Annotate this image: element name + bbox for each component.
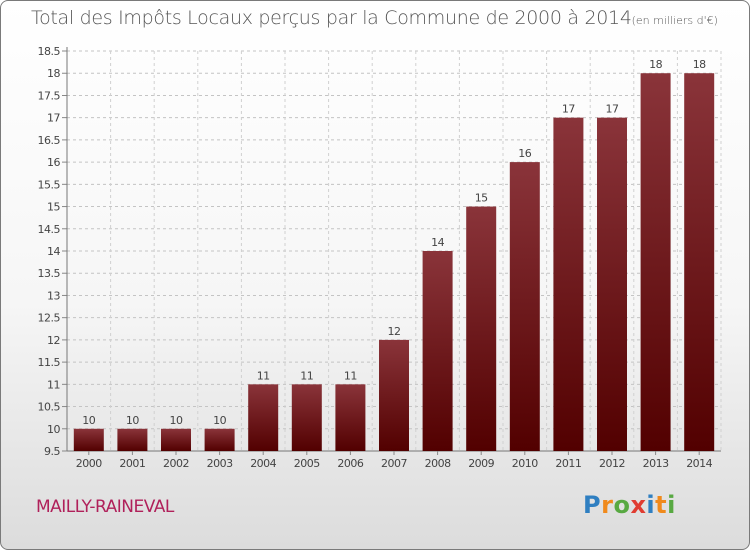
y-tick-label: 16.5 [38, 134, 61, 147]
bar-value-label: 16 [518, 147, 531, 160]
bar-value-label: 10 [170, 414, 183, 427]
y-tick-label: 18 [47, 67, 60, 80]
proxiti-logo[interactable]: Proxiti [583, 491, 676, 519]
y-tick-label: 13.5 [38, 267, 61, 280]
bar [466, 206, 497, 451]
x-tick-label: 2009 [468, 457, 494, 470]
bar-value-label: 17 [606, 103, 619, 116]
bar [204, 428, 235, 451]
bar [291, 384, 322, 451]
bar-value-label: 18 [649, 58, 662, 71]
chart-title: Total des Impôts Locaux perçus par la Co… [31, 7, 718, 29]
x-tick-label: 2014 [686, 457, 712, 470]
chart-title-text: Total des Impôts Locaux perçus par la Co… [31, 7, 632, 29]
bar-value-label: 12 [388, 325, 401, 338]
bar [73, 428, 104, 451]
bar-value-label: 15 [475, 192, 488, 205]
x-tick-label: 2008 [425, 457, 451, 470]
y-tick-label: 18.5 [38, 45, 61, 58]
chart-title-unit: (en milliers d'€) [631, 14, 718, 27]
x-tick-label: 2001 [119, 457, 145, 470]
bar [597, 117, 627, 452]
y-tick-label: 10 [47, 423, 60, 436]
bar [640, 73, 671, 451]
y-tick-label: 12 [47, 334, 60, 347]
y-tick-label: 10.5 [38, 401, 61, 414]
y-tick-label: 15 [47, 201, 60, 214]
bar-value-label: 11 [300, 369, 313, 382]
bar-value-label: 18 [693, 58, 706, 71]
bar [553, 117, 584, 452]
y-tick-label: 14.5 [38, 223, 61, 236]
x-tick-label: 2010 [512, 457, 538, 470]
x-tick-label: 2000 [76, 457, 102, 470]
bar [248, 384, 279, 451]
bar-value-label: 10 [213, 414, 226, 427]
logo-letter: o [613, 491, 631, 519]
logo-letter: t [655, 491, 668, 519]
bar-value-label: 17 [562, 103, 575, 116]
y-tick-label: 16 [47, 156, 60, 169]
logo-letter: i [667, 491, 676, 519]
y-tick-label: 13 [47, 289, 60, 302]
bar [684, 73, 715, 451]
x-tick-label: 2013 [643, 457, 669, 470]
x-tick-label: 2011 [555, 457, 581, 470]
x-tick-label: 2007 [381, 457, 407, 470]
y-tick-label: 15.5 [38, 178, 61, 191]
bar-value-label: 14 [431, 236, 444, 249]
bar [422, 251, 453, 451]
bar-value-label: 10 [126, 414, 139, 427]
logo-letter: r [601, 491, 614, 519]
x-tick-label: 2005 [294, 457, 320, 470]
logo-letter: x [630, 491, 647, 519]
y-tick-label: 17 [47, 112, 60, 125]
y-tick-label: 9.5 [44, 445, 60, 458]
logo-letter: P [583, 491, 602, 519]
bar [379, 339, 409, 451]
bar [117, 428, 148, 451]
x-tick-label: 2004 [250, 457, 276, 470]
y-tick-label: 12.5 [38, 312, 61, 325]
x-tick-label: 2003 [207, 457, 233, 470]
bar [335, 384, 366, 451]
bar [509, 162, 540, 451]
bar [161, 428, 191, 451]
bar-value-label: 11 [344, 369, 357, 382]
bar-value-label: 10 [82, 414, 95, 427]
y-tick-label: 17.5 [38, 89, 61, 102]
x-tick-label: 2006 [337, 457, 363, 470]
bar-value-label: 11 [257, 369, 270, 382]
commune-name: MAILLY-RAINEVAL [36, 497, 174, 517]
y-tick-label: 14 [47, 245, 60, 258]
logo-letter: i [646, 491, 656, 519]
y-tick-label: 11 [47, 378, 60, 391]
x-tick-label: 2002 [163, 457, 189, 470]
y-tick-label: 11.5 [38, 356, 61, 369]
x-tick-label: 2012 [599, 457, 625, 470]
